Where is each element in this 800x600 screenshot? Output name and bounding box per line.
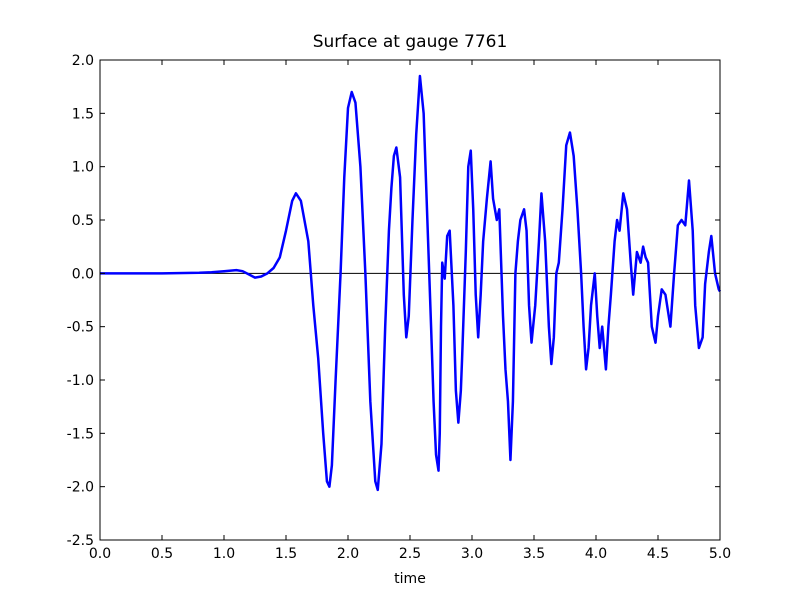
y-tick-label: -1.5 [67,426,94,442]
x-axis-label: time [394,571,426,587]
y-tick-label: -1.0 [67,373,94,389]
x-tick-label: 3.5 [523,546,545,562]
y-tick-label: -2.5 [67,533,94,549]
x-tick-label: 4.0 [585,546,607,562]
line [100,74,722,492]
x-tick-label: 0.5 [151,546,173,562]
x-tick-label: 3.0 [461,546,483,562]
y-tick-label: 1.0 [72,160,94,176]
y-tick-label: -2.0 [67,480,94,496]
x-tick-label: 0.0 [89,546,111,562]
x-tick-label: 1.5 [275,546,297,562]
x-tick-label: 2.5 [399,546,421,562]
y-tick-label: 2.0 [72,53,94,69]
y-tick-label: 1.5 [72,106,94,122]
y-tick-label: -0.5 [67,320,94,336]
chart-title: Surface at gauge 7761 [313,32,508,52]
x-tick-label: 4.5 [647,546,669,562]
x-tick-label: 2.0 [337,546,359,562]
y-tick-label: 0.5 [72,213,94,229]
x-tick-label: 5.0 [709,546,731,562]
x-tick-label: 1.0 [213,546,235,562]
y-tick-label: 0.0 [72,266,94,282]
